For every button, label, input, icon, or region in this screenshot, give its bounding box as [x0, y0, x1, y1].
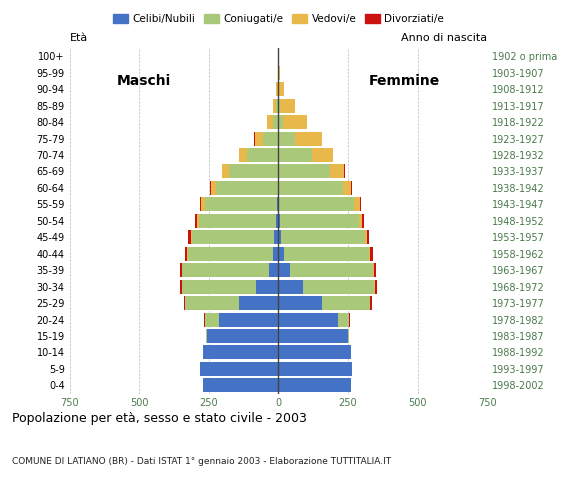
Bar [321, 296, 370, 310]
Bar [205, 312, 219, 326]
Bar [201, 362, 278, 376]
Bar [240, 296, 278, 310]
Bar [278, 296, 321, 310]
Bar [203, 378, 278, 392]
Bar [278, 98, 280, 113]
Bar [279, 197, 354, 211]
Bar [255, 132, 263, 145]
Bar [278, 280, 303, 294]
Bar [203, 346, 278, 360]
Text: Femmine: Femmine [369, 74, 440, 88]
Bar [338, 312, 349, 326]
Bar [278, 230, 281, 244]
Bar [180, 280, 182, 294]
Bar [269, 263, 278, 277]
Bar [278, 362, 352, 376]
Bar [343, 181, 351, 195]
Bar [278, 197, 279, 211]
Bar [192, 230, 274, 244]
Bar [239, 148, 248, 162]
Bar [184, 296, 185, 310]
Bar [278, 132, 295, 145]
Bar [278, 115, 284, 129]
Text: Anno di nascita: Anno di nascita [401, 33, 487, 43]
Bar [274, 230, 278, 244]
Bar [185, 296, 240, 310]
Bar [280, 214, 359, 228]
Bar [278, 329, 348, 343]
Bar [219, 312, 278, 326]
Bar [367, 230, 369, 244]
Bar [222, 165, 229, 179]
Bar [278, 82, 284, 96]
Bar [188, 247, 273, 261]
Bar [277, 197, 278, 211]
Bar [278, 214, 280, 228]
Bar [205, 197, 277, 211]
Legend: Celibi/Nubili, Coniugati/e, Vedovi/e, Divorziati/e: Celibi/Nubili, Coniugati/e, Vedovi/e, Di… [108, 10, 448, 28]
Bar [278, 346, 351, 360]
Bar [200, 197, 201, 211]
Bar [278, 148, 312, 162]
Text: COMUNE DI LATIANO (BR) - Dati ISTAT 1° gennaio 2003 - Elaborazione TUTTITALIA.IT: COMUNE DI LATIANO (BR) - Dati ISTAT 1° g… [12, 456, 391, 466]
Bar [359, 214, 362, 228]
Bar [229, 165, 278, 179]
Bar [197, 214, 199, 228]
Bar [354, 197, 360, 211]
Bar [182, 263, 269, 277]
Bar [348, 329, 349, 343]
Bar [273, 115, 278, 129]
Text: Popolazione per età, sesso e stato civile - 2003: Popolazione per età, sesso e stato civil… [12, 412, 306, 425]
Bar [295, 132, 321, 145]
Bar [208, 329, 278, 343]
Bar [303, 280, 375, 294]
Bar [184, 247, 187, 261]
Bar [278, 247, 284, 261]
Bar [365, 230, 367, 244]
Bar [375, 280, 377, 294]
Bar [370, 247, 373, 261]
Bar [195, 214, 197, 228]
Text: Età: Età [70, 33, 88, 43]
Bar [374, 263, 376, 277]
Bar [188, 230, 191, 244]
Bar [278, 263, 289, 277]
Bar [312, 148, 333, 162]
Bar [256, 280, 278, 294]
Bar [330, 165, 344, 179]
Bar [278, 66, 280, 80]
Bar [273, 247, 278, 261]
Bar [267, 115, 273, 129]
Bar [278, 312, 338, 326]
Bar [248, 148, 278, 162]
Bar [276, 98, 278, 113]
Bar [278, 378, 351, 392]
Bar [284, 115, 307, 129]
Bar [362, 214, 364, 228]
Bar [199, 214, 276, 228]
Bar [289, 263, 373, 277]
Bar [284, 247, 369, 261]
Bar [201, 197, 205, 211]
Bar [206, 329, 208, 343]
Bar [280, 98, 295, 113]
Bar [273, 98, 276, 113]
Bar [370, 296, 372, 310]
Bar [351, 181, 352, 195]
Bar [276, 214, 278, 228]
Bar [360, 197, 361, 211]
Bar [211, 181, 216, 195]
Bar [279, 181, 343, 195]
Bar [180, 263, 182, 277]
Bar [281, 230, 365, 244]
Bar [191, 230, 192, 244]
Bar [216, 181, 278, 195]
Bar [278, 165, 330, 179]
Bar [263, 132, 278, 145]
Text: Maschi: Maschi [117, 74, 171, 88]
Bar [369, 247, 370, 261]
Bar [182, 280, 256, 294]
Bar [277, 82, 278, 96]
